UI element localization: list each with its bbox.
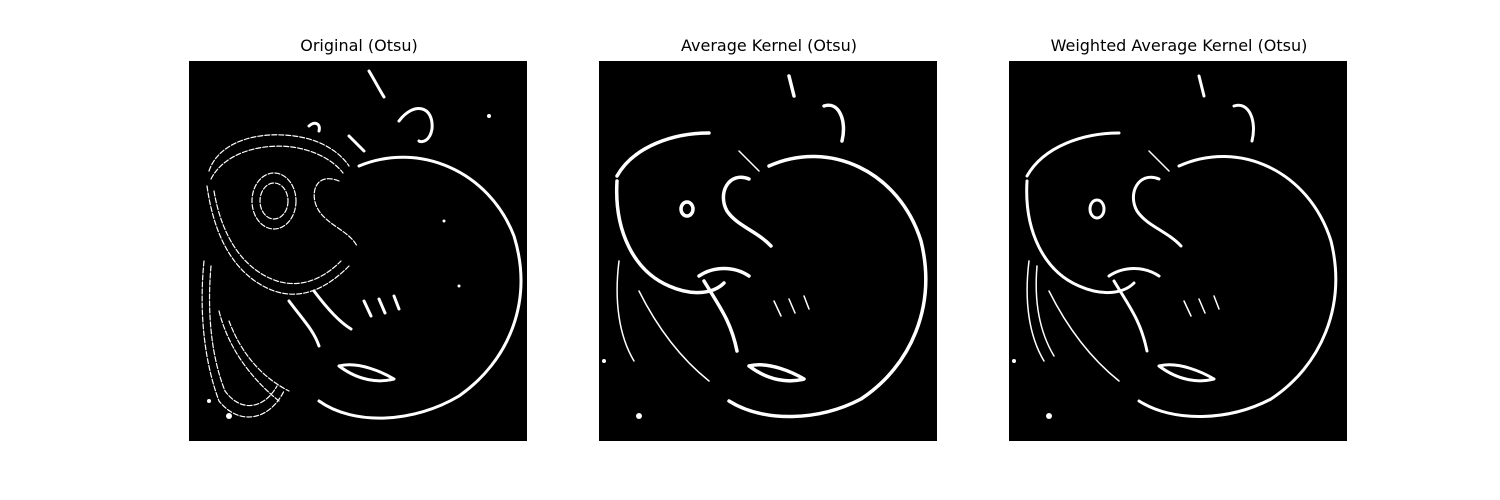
panel-title: Weighted Average Kernel (Otsu)	[1050, 36, 1308, 55]
otsu-edge-image-average	[599, 61, 937, 441]
otsu-edge-image-original	[189, 61, 527, 441]
panel-average: Average Kernel (Otsu)	[599, 0, 939, 500]
panel-original: Original (Otsu)	[189, 0, 529, 500]
otsu-edge-image-weighted	[1009, 61, 1347, 441]
panel-title: Original (Otsu)	[300, 36, 418, 55]
panel-weighted: Weighted Average Kernel (Otsu)	[1009, 0, 1349, 500]
panel-title: Average Kernel (Otsu)	[681, 36, 857, 55]
